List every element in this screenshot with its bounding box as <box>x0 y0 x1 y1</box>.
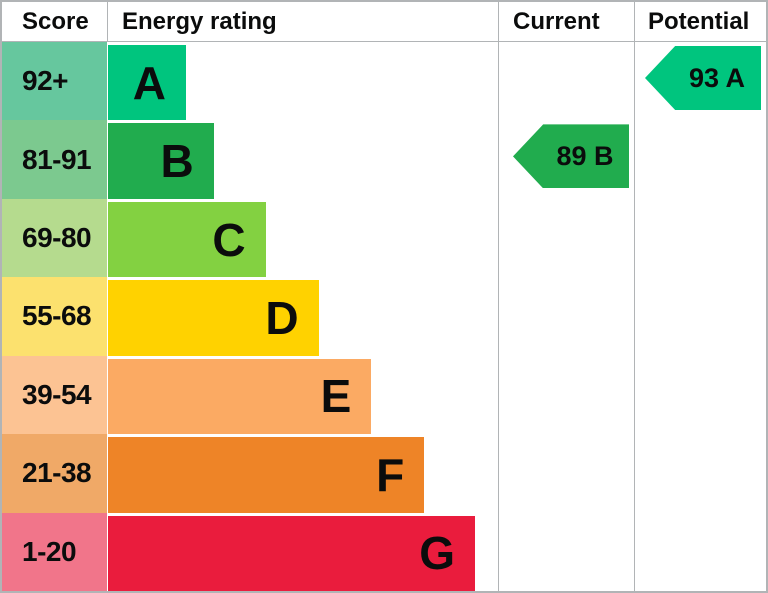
band-letter: B <box>160 135 194 188</box>
band-bar: A <box>108 45 186 121</box>
band-score-cell: 21-38 <box>2 434 107 513</box>
potential-cell <box>634 512 766 591</box>
current-cell: 89 B <box>498 120 634 199</box>
band-score-range: 1-20 <box>22 535 77 567</box>
band-rows: 92+ A 93 A 81-91 B 89 B 69-80 C <box>2 42 766 591</box>
current-cell <box>498 434 634 513</box>
potential-header: Potential <box>634 2 766 41</box>
current-rating-label: 89 B <box>556 140 614 171</box>
band-row: 21-38 F <box>2 434 766 513</box>
band-row: 1-20 G <box>2 512 766 591</box>
band-score-range: 21-38 <box>22 457 92 489</box>
potential-cell <box>634 277 766 356</box>
band-letter: E <box>320 370 352 423</box>
band-energy-cell: F <box>107 434 498 513</box>
band-bar: B <box>108 123 214 199</box>
band-energy-cell: A <box>107 42 498 121</box>
band-row: 55-68 D <box>2 277 766 356</box>
band-score-range: 39-54 <box>22 378 92 410</box>
band-row: 69-80 C <box>2 198 766 278</box>
band-letter: D <box>265 291 299 344</box>
band-score-cell: 81-91 <box>2 120 107 199</box>
current-cell <box>498 198 634 278</box>
energy-rating-header: Energy rating <box>107 2 498 41</box>
potential-rating-label: 93 A <box>688 62 746 93</box>
band-bar: C <box>108 201 266 278</box>
current-cell <box>498 42 634 121</box>
band-letter: G <box>419 527 455 580</box>
band-row: 39-54 E <box>2 355 766 435</box>
potential-cell <box>634 355 766 435</box>
band-score-range: 92+ <box>22 65 69 97</box>
header-row: Score Energy rating Current Potential <box>2 2 766 42</box>
band-score-cell: 69-80 <box>2 198 107 278</box>
potential-cell: 93 A <box>634 42 766 121</box>
band-energy-cell: B <box>107 120 498 199</box>
band-score-cell: 92+ <box>2 42 107 121</box>
band-bar: E <box>108 358 372 435</box>
band-score-range: 81-91 <box>22 143 92 175</box>
band-row: 81-91 B 89 B <box>2 120 766 199</box>
potential-cell <box>634 434 766 513</box>
band-letter: F <box>376 448 405 501</box>
band-row: 92+ A 93 A <box>2 42 766 121</box>
band-bar: D <box>108 280 319 356</box>
band-letter: C <box>212 213 246 266</box>
band-letter: A <box>132 56 166 109</box>
band-score-cell: 55-68 <box>2 277 107 356</box>
potential-cell <box>634 120 766 199</box>
current-cell <box>498 277 634 356</box>
band-bar: F <box>108 437 425 513</box>
band-score-cell: 39-54 <box>2 355 107 435</box>
band-bar: G <box>108 515 475 591</box>
potential-cell <box>634 198 766 278</box>
current-header: Current <box>498 2 634 41</box>
band-score-cell: 1-20 <box>2 512 107 591</box>
current-rating-arrow: 89 B <box>513 124 629 189</box>
band-energy-cell: G <box>107 512 498 591</box>
current-cell <box>498 512 634 591</box>
band-score-range: 55-68 <box>22 300 92 332</box>
band-energy-cell: E <box>107 355 498 435</box>
band-score-range: 69-80 <box>22 222 92 254</box>
current-cell <box>498 355 634 435</box>
band-energy-cell: C <box>107 198 498 278</box>
band-energy-cell: D <box>107 277 498 356</box>
potential-rating-arrow: 93 A <box>645 46 761 110</box>
score-header: Score <box>22 7 89 35</box>
